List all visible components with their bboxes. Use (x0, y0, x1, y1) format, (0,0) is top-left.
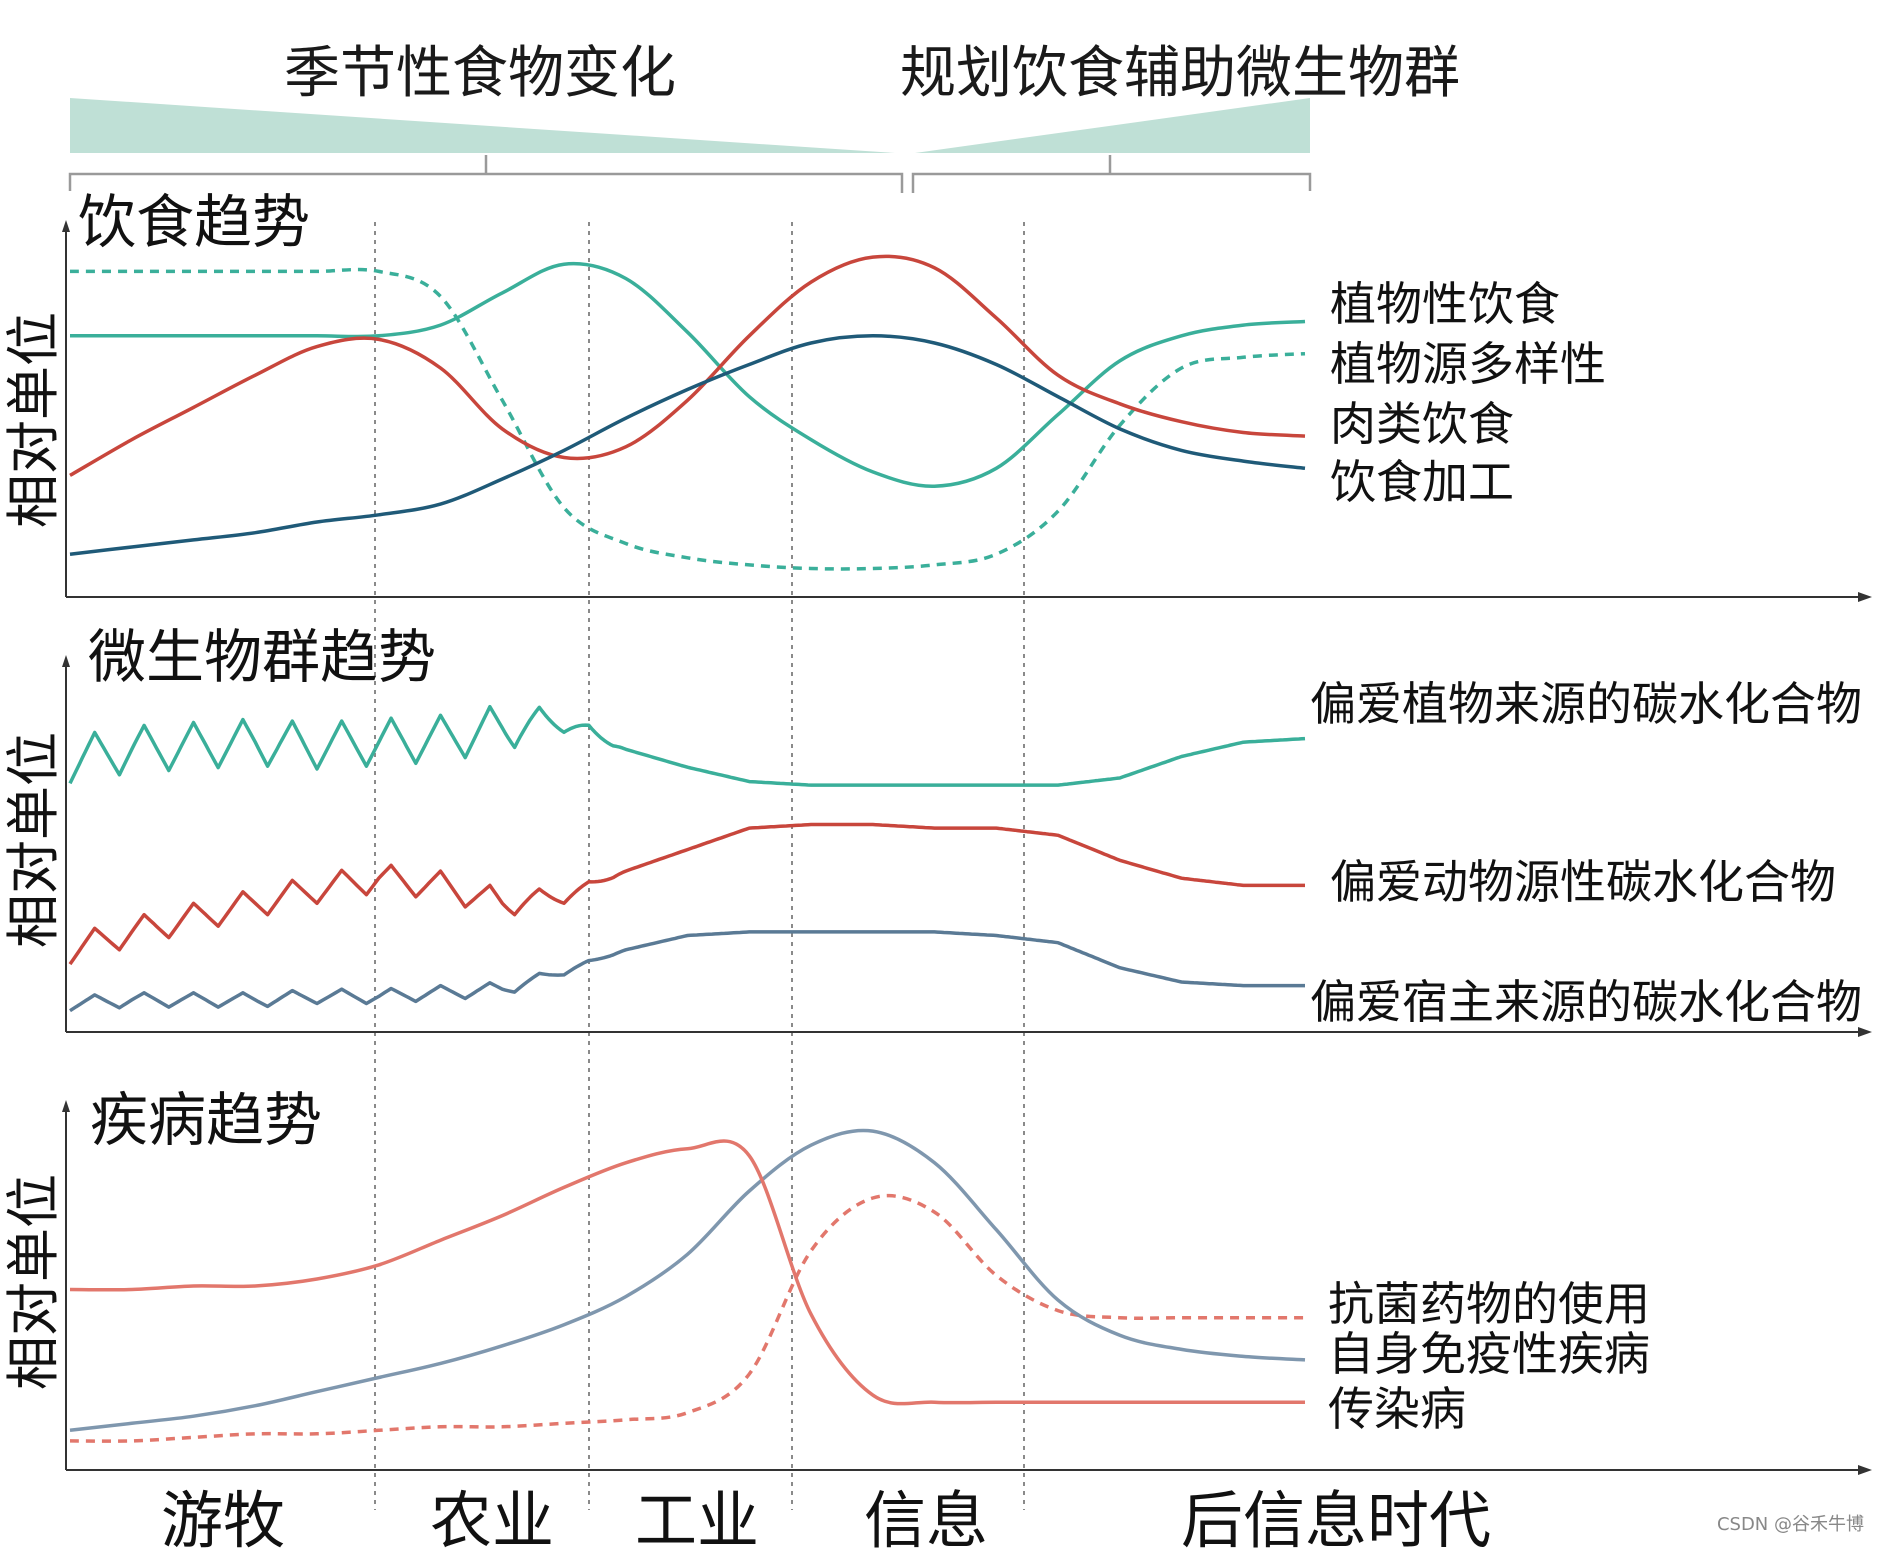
series-line-0-3 (69, 334, 1306, 556)
header-right-label: 规划饮食辅助微生物群 (900, 41, 1460, 106)
series-label: 植物性饮食 (1330, 277, 1560, 331)
planned-diet-wedge (915, 98, 1310, 153)
watermark: CSDN @谷禾牛博 (1716, 1514, 1864, 1535)
series-label: 自身免疫性疾病 (1328, 1327, 1650, 1381)
series-label: 传染病 (1328, 1382, 1466, 1436)
series-label: 抗菌药物的使用 (1328, 1277, 1650, 1331)
bracket-right (911, 155, 1312, 193)
bracket-left (68, 155, 904, 193)
seasonal-wedge (70, 98, 895, 153)
series-line-0-1 (70, 267, 1306, 571)
era-label: 农业 (430, 1484, 554, 1557)
era-label: 信息 (864, 1484, 988, 1557)
series-line-1-2 (69, 930, 1305, 1013)
series-label: 偏爱动物源性碳水化合物 (1330, 855, 1836, 909)
series-label: 偏爱宿主来源的碳水化合物 (1310, 975, 1862, 1029)
panel-title-microbiota: 微生物群趋势 (88, 623, 436, 691)
y-axis-arrow (62, 1100, 70, 1112)
series-line-1-1 (68, 822, 1305, 966)
x-axis-arrow (1858, 1027, 1872, 1037)
y-axis-arrow (62, 655, 70, 667)
y-axis-label: 相对单位 (2, 732, 65, 948)
series-line-0-2 (69, 254, 1306, 477)
era-label: 游牧 (161, 1484, 285, 1557)
y-axis-arrow (62, 220, 70, 232)
series-label: 肉类饮食 (1330, 397, 1514, 451)
microbiota-trend-panel: 微生物群趋势 相对单位 偏爱植物来源的碳水化合物 偏爱动物源性碳水化合物 偏爱宿… (2, 623, 1872, 1037)
era-dividers (374, 222, 1025, 1510)
x-axis-arrow (1858, 592, 1872, 602)
series-line-0-0 (70, 261, 1306, 488)
y-axis-label: 相对单位 (2, 1174, 65, 1390)
era-label: 工业 (635, 1484, 759, 1557)
panel-title-diet: 饮食趋势 (78, 188, 310, 256)
x-axis-arrow (1858, 1465, 1872, 1475)
series-line-2-1 (69, 1128, 1306, 1433)
series-line-2-2 (69, 1139, 1305, 1406)
panel-title-disease: 疾病趋势 (90, 1086, 322, 1154)
series-line-1-0 (68, 704, 1306, 787)
era-label: 后信息时代 (1181, 1484, 1491, 1557)
y-axis-label: 相对单位 (2, 312, 65, 528)
series-label: 植物源多样性 (1330, 337, 1606, 391)
series-label: 饮食加工 (1330, 455, 1514, 509)
series-label: 偏爱植物来源的碳水化合物 (1310, 677, 1862, 731)
disease-trend-panel: 疾病趋势 相对单位 抗菌药物的使用 自身免疫性疾病 传染病 (2, 1086, 1872, 1475)
diet-trend-panel: 饮食趋势 相对单位 植物性饮食 植物源多样性 肉类饮食 饮食加工 (2, 188, 1872, 602)
header-left-label: 季节性食物变化 (284, 41, 676, 106)
series-line-2-0 (69, 1193, 1305, 1443)
